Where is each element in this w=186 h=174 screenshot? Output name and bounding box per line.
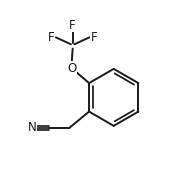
Text: O: O: [67, 62, 76, 75]
Text: N: N: [28, 121, 36, 135]
Text: F: F: [69, 19, 76, 32]
Text: F: F: [91, 31, 97, 44]
Text: F: F: [48, 31, 54, 44]
